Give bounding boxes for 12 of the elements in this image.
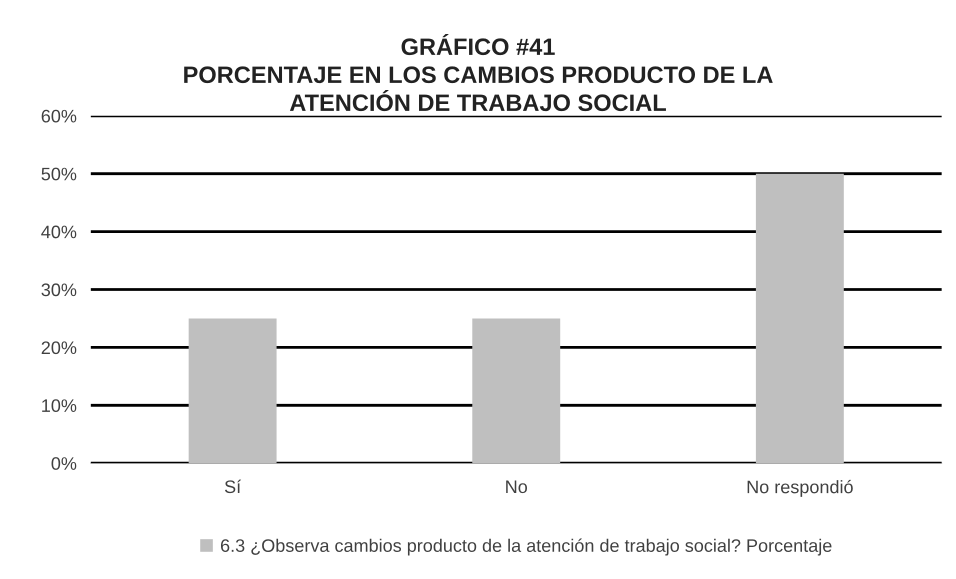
y-tick-label: 60% — [42, 110, 76, 123]
y-tick-label: 10% — [42, 399, 76, 412]
y-tick-label: 0% — [52, 457, 76, 470]
x-tick-label: No respondió — [748, 480, 853, 497]
chart-title: GRÁFICO #41 PORCENTAJE EN LOS CAMBIOS PRODUCTO DE LA ATENCIÓN DE TRABAJO SOCIAL — [184, 34, 773, 112]
x-tick-label: Sí — [224, 480, 242, 494]
legend-label: 6.3 ¿Observa cambios producto de la atención de trabajo social? Porcentaje — [220, 538, 832, 556]
y-tick-label: 50% — [42, 168, 76, 180]
x-tick-label: No — [506, 480, 528, 494]
y-tick-label: 20% — [42, 341, 76, 354]
y-tick-label: 30% — [41, 283, 76, 296]
y-tick-label: 40% — [41, 226, 76, 238]
